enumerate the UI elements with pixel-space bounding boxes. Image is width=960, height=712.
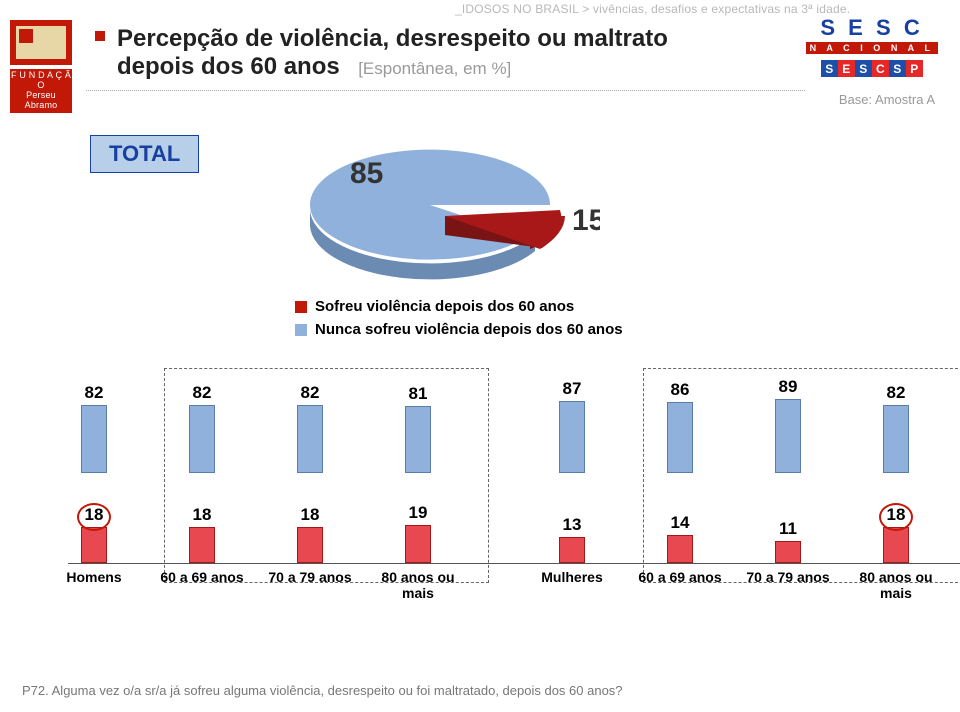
lower-bar: 13: [548, 498, 596, 563]
pie-val-15: 15: [572, 204, 600, 237]
dotted-separator: [86, 90, 805, 91]
bars-area: 8218Homens821860 a 69 anos821870 a 79 an…: [48, 378, 923, 648]
sesc-logo: S E S C N A C I O N A L: [806, 15, 938, 54]
legend-label-1: Sofreu violência depois dos 60 anos: [315, 298, 574, 315]
title-line2: depois dos 60 anos: [117, 53, 340, 80]
legend-sq-red: [295, 301, 307, 313]
legend: Sofreu violência depois dos 60 anos Nunc…: [295, 298, 623, 344]
title-line1: Percepção de violência, desrespeito ou m…: [117, 25, 668, 53]
title-block: Percepção de violência, desrespeito ou m…: [95, 25, 668, 81]
highlight-circle: [879, 503, 913, 531]
pie-chart: 85 15: [260, 115, 600, 295]
base-text: Base: Amostra A: [839, 92, 935, 107]
upper-bar: 86: [656, 378, 704, 473]
fpa-logo: F U N D A Ç Ã OPerseu Abramo: [10, 20, 72, 113]
upper-bar: 81: [394, 378, 442, 473]
x-label: Mulheres: [520, 569, 624, 585]
x-label: 80 anos oumais: [844, 569, 948, 601]
x-label: 70 a 79 anos: [258, 569, 362, 585]
header-strip: _IDOSOS NO BRASIL > vivências, desafios …: [455, 2, 850, 16]
upper-bar: 89: [764, 378, 812, 473]
upper-bar: 82: [286, 378, 334, 473]
x-label: 80 anos oumais: [366, 569, 470, 601]
x-label: 70 a 79 anos: [736, 569, 840, 585]
title-sub: [Espontânea, em %]: [358, 59, 511, 78]
upper-bar: 87: [548, 378, 596, 473]
lower-bar: 18: [178, 498, 226, 563]
footnote: P72. Alguma vez o/a sr/a já sofreu algum…: [22, 683, 623, 698]
lower-bar: 18: [286, 498, 334, 563]
x-label: Homens: [42, 569, 146, 585]
lower-bar: 14: [656, 498, 704, 563]
upper-bar: 82: [70, 378, 118, 473]
title-bullet-icon: [95, 31, 105, 41]
upper-bar: 82: [872, 378, 920, 473]
upper-bar: 82: [178, 378, 226, 473]
right-logos: S E S C N A C I O N A L SESCSP: [806, 15, 938, 77]
x-label: 60 a 69 anos: [628, 569, 732, 585]
axis-line: [68, 563, 960, 564]
sescsp-logo: SESCSP: [806, 60, 938, 77]
lower-bar: 19: [394, 498, 442, 563]
highlight-circle: [77, 503, 111, 531]
pie-val-85: 85: [350, 157, 383, 190]
total-badge: TOTAL: [90, 135, 199, 173]
lower-bar: 11: [764, 498, 812, 563]
x-label: 60 a 69 anos: [150, 569, 254, 585]
legend-sq-blue: [295, 324, 307, 336]
legend-label-2: Nunca sofreu violência depois dos 60 ano…: [315, 321, 623, 338]
